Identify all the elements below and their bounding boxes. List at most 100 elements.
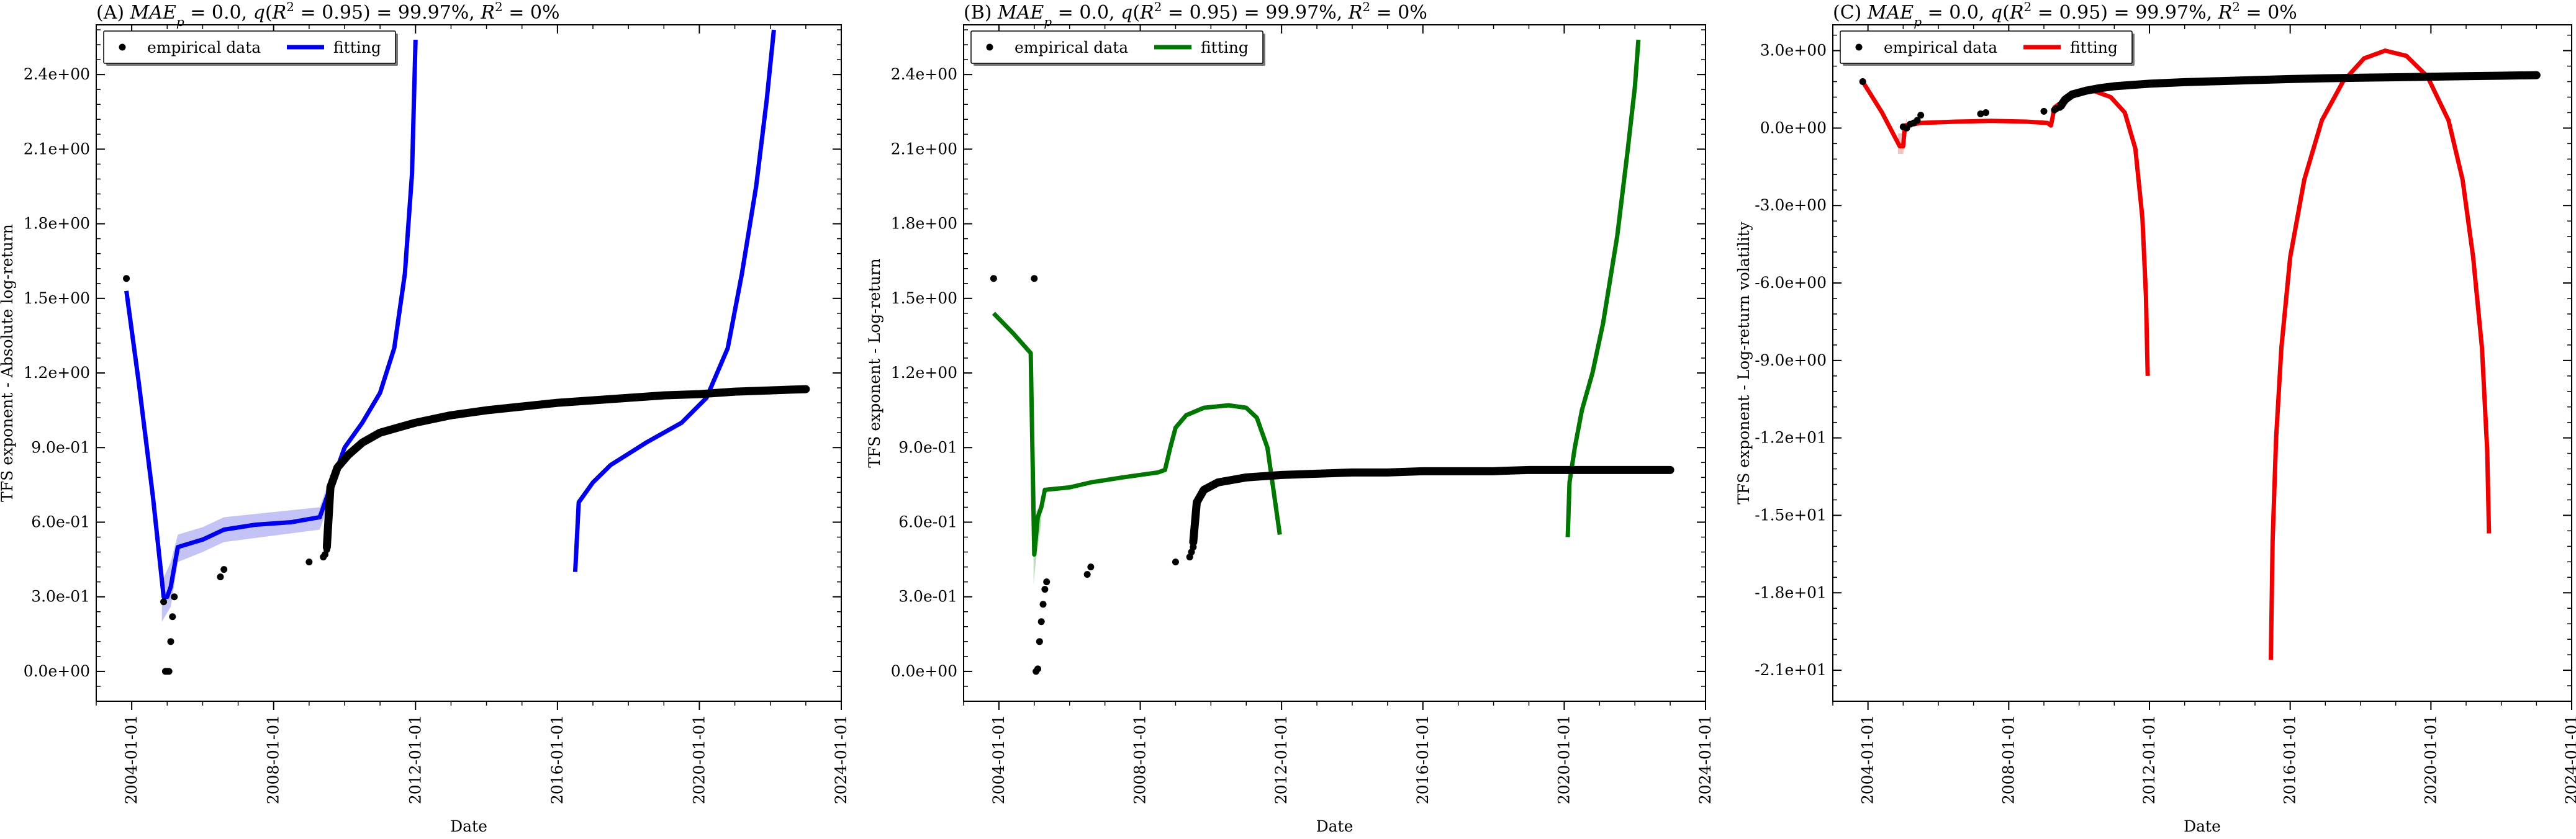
data-point [1039, 601, 1047, 608]
empirical-curve [2057, 71, 2541, 109]
data-point [1083, 571, 1091, 578]
data-point [990, 275, 997, 282]
y-tick-label: -2.1e+01 [1755, 661, 1827, 679]
title-part: = 0% [503, 2, 560, 24]
y-tick-label: 1.5e+00 [891, 289, 957, 307]
title-part: R [1348, 2, 1363, 24]
panel-title: (A) MAEp = 0.0, q(R2 = 0.95) = 99.97%, R… [96, 0, 560, 29]
x-axis-label: Date [2184, 817, 2221, 835]
data-point [1977, 110, 1984, 118]
empirical-curve [322, 385, 810, 552]
data-point [160, 598, 168, 606]
x-tick-label: 2012-01-01 [1272, 715, 1290, 804]
data-point [1034, 665, 1041, 673]
fit-line-segment-0 [1861, 80, 2150, 376]
y-tick-label: 3.0e-01 [898, 588, 957, 606]
title-part: 2 [495, 0, 503, 14]
data-point [2058, 102, 2065, 110]
title-part: ( [265, 2, 273, 24]
panel-a: 0.0e+00 3.0e-01 6.0e-01 9.0e-01 1.2e+00 1.5e+… [0, 0, 850, 835]
fit-line-segment-1 [572, 29, 776, 572]
data-point [1043, 578, 1051, 586]
x-tick-label: 2008-01-01 [264, 715, 282, 804]
x-tick-label: 2008-01-01 [1131, 715, 1149, 804]
title-part: 2 [2024, 0, 2032, 14]
x-tick-label: 2024-01-01 [2562, 715, 2576, 804]
y-axis-label: TFS exponent - Log-return [865, 258, 884, 467]
title-part: p [1914, 14, 1922, 29]
data-point [1982, 109, 1989, 116]
title-part: ( [1132, 2, 1140, 24]
title-part: (C) [1833, 2, 1868, 24]
title-part: p [1044, 14, 1052, 29]
plot-frame [96, 24, 842, 702]
x-tick-label: 2016-01-01 [1414, 715, 1432, 804]
title-part: q [1121, 2, 1132, 24]
y-tick-label: 2.4e+00 [891, 65, 957, 83]
x-tick-label: 2012-01-01 [406, 715, 424, 804]
title-part: (B) [964, 2, 998, 24]
y-tick-label: 3.0e+00 [1760, 42, 1827, 60]
x-tick-label: 2020-01-01 [2421, 715, 2439, 804]
legend-label-empirical: empirical data [147, 38, 261, 56]
empirical-curve [1189, 465, 1674, 547]
panel-title: (B) MAEp = 0.0, q(R2 = 0.95) = 99.97%, R… [964, 0, 1427, 29]
title-part: p [176, 14, 184, 29]
title-part: = 0.0, [1922, 2, 1991, 24]
title-part: MAE [130, 2, 176, 24]
title-part: = 0% [1370, 2, 1427, 24]
legend-marker-empirical [119, 43, 126, 51]
y-tick-label: 2.1e+00 [24, 140, 90, 158]
panel-c: -2.1e+01 -1.8e+01 -1.5e+01 -1.2e+01 -9.0e+00… [1735, 0, 2576, 835]
legend-label-fitting: fitting [2070, 38, 2118, 56]
legend-label-fitting: fitting [1201, 38, 1249, 56]
title-part: 2 [1154, 0, 1162, 14]
data-point [1041, 586, 1049, 593]
title-part: R [2218, 2, 2233, 24]
x-tick-label: 2012-01-01 [2140, 715, 2158, 804]
panel-title: (C) MAEp = 0.0, q(R2 = 0.95) = 99.97%, R… [1833, 0, 2297, 29]
y-tick-label: 1.5e+00 [24, 289, 90, 307]
x-tick-label: 2016-01-01 [548, 715, 566, 804]
x-tick-label: 2004-01-01 [990, 715, 1008, 804]
x-tick-label: 2016-01-01 [2281, 715, 2299, 804]
legend-label-fitting: fitting [333, 38, 381, 56]
title-part: (A) [96, 2, 130, 24]
title-part: R [272, 2, 287, 24]
data-point [169, 613, 176, 621]
x-axis-label: Date [1316, 817, 1354, 835]
y-tick-label: 9.0e-01 [898, 438, 957, 456]
panel-b: 0.0e+00 3.0e-01 6.0e-01 9.0e-01 1.2e+00 1.5e+… [865, 0, 1714, 835]
y-tick-label: -9.0e+00 [1755, 351, 1827, 369]
title-part: 2 [1362, 0, 1370, 14]
fit-line-segment-0 [992, 312, 1282, 557]
y-tick-label: 0.0e+00 [1760, 119, 1827, 137]
x-tick-label: 2024-01-01 [1696, 715, 1714, 804]
y-tick-label: 0.0e+00 [891, 662, 957, 680]
y-axis-label: TFS exponent - Log-return volatility [1735, 221, 1753, 505]
x-tick-label: 2020-01-01 [690, 715, 708, 804]
title-part: = 0.95) = 99.97%, [2031, 2, 2218, 24]
data-point [167, 638, 174, 645]
y-tick-label: 9.0e-01 [31, 438, 90, 456]
title-part: R [480, 2, 495, 24]
y-tick-label: -1.5e+01 [1755, 506, 1827, 524]
title-part: = 0.95) = 99.97%, [294, 2, 481, 24]
data-point [323, 546, 330, 554]
legend-box [103, 30, 396, 64]
y-tick-label: 2.1e+00 [891, 140, 957, 158]
y-tick-label: 1.8e+00 [891, 215, 957, 233]
y-tick-label: 0.0e+00 [24, 662, 90, 680]
y-tick-label: 2.4e+00 [24, 65, 90, 83]
data-point [217, 573, 224, 581]
legend-box [1840, 30, 2133, 64]
data-point [1190, 544, 1197, 551]
title-part: ( [2002, 2, 2010, 24]
plot-area [1859, 48, 2541, 660]
legend-box [970, 30, 1263, 64]
data-point [1172, 559, 1179, 566]
data-point [1859, 78, 1866, 86]
data-point [171, 593, 178, 601]
y-tick-label: 1.2e+00 [24, 364, 90, 382]
title-part: q [253, 2, 265, 24]
